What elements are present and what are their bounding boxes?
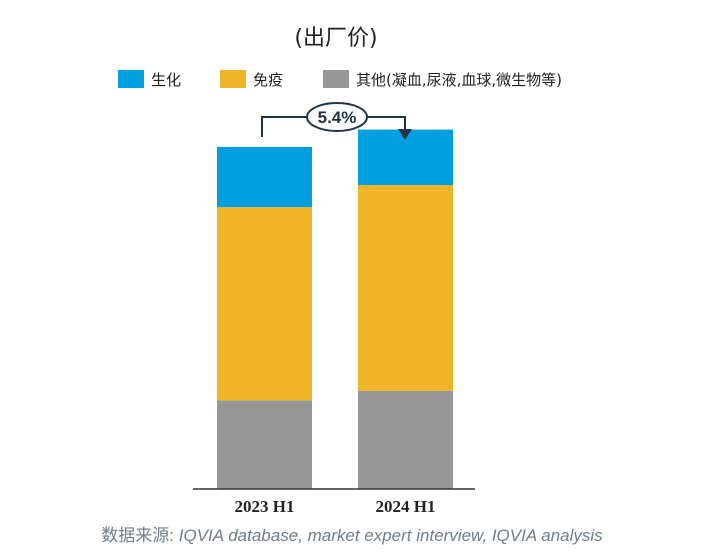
growth-oval	[306, 102, 368, 132]
bar-segment-1-0	[358, 390, 453, 489]
x-tick-label-0: 2023 H1	[235, 497, 295, 516]
source-prefix: 数据来源:	[101, 526, 174, 545]
growth-annotation: 5.4%	[261, 102, 412, 140]
legend-label-0: 生化	[151, 71, 181, 89]
growth-line-left	[261, 116, 307, 137]
legend-swatch-2	[323, 70, 349, 88]
growth-label: 5.4%	[318, 108, 357, 127]
bars-group	[217, 129, 453, 489]
growth-arrowhead	[398, 129, 412, 140]
x-tick-label-1: 2024 H1	[376, 497, 436, 516]
growth-line-right	[367, 116, 406, 131]
legend-swatch-1	[220, 70, 246, 88]
bar-segment-0-1	[217, 207, 312, 401]
bar-segment-0-2	[217, 147, 312, 208]
bar-segment-0-0	[217, 400, 312, 489]
bar-segment-1-1	[358, 185, 453, 391]
legend-label-2: 其他(凝血,尿液,血球,微生物等)	[356, 71, 562, 89]
x-axis: 2023 H1 2024 H1	[193, 488, 475, 516]
chart-title: (出厂价)	[294, 26, 377, 51]
source-note: 数据来源: IQVIA database, market expert inte…	[101, 526, 603, 545]
legend-swatch-0	[118, 70, 144, 88]
source-text: IQVIA database, market expert interview,…	[174, 526, 603, 545]
legend-label-1: 免疫	[253, 71, 283, 89]
legend: 生化 免疫 其他(凝血,尿液,血球,微生物等)	[118, 70, 562, 89]
